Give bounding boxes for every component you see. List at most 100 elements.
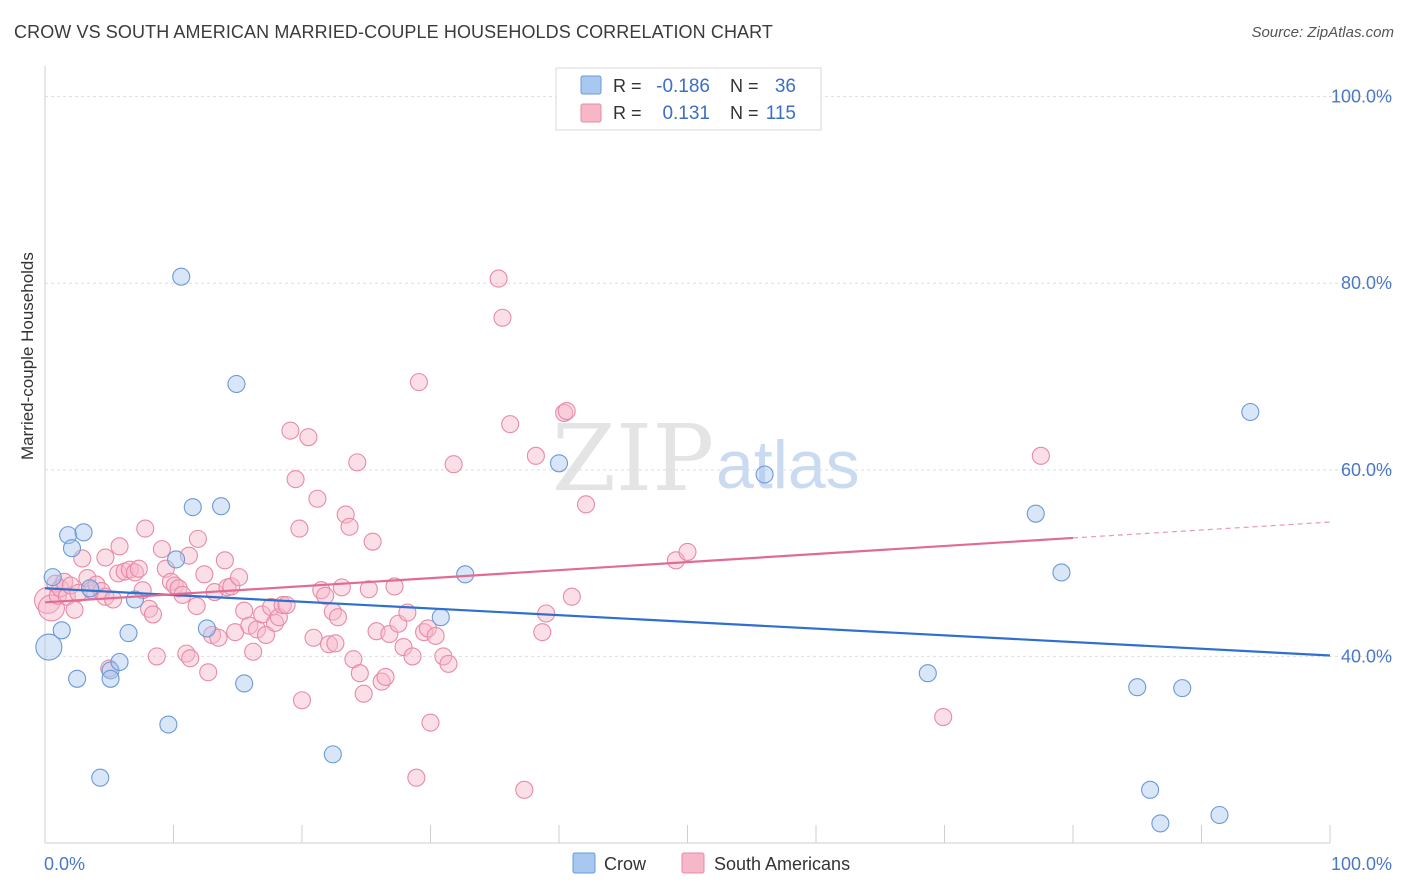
source-label: Source: ZipAtlas.com	[1251, 24, 1394, 41]
south-americans-point	[143, 605, 162, 624]
south-americans-point	[65, 600, 84, 619]
south-americans-point	[229, 568, 249, 587]
south-americans-point	[376, 667, 395, 686]
south-americans-point	[181, 649, 200, 668]
crow-point	[119, 624, 138, 643]
south-americans-point	[363, 532, 382, 551]
south-americans-trend-line	[44, 536, 1074, 604]
south-americans-point	[316, 586, 335, 605]
legend-crow-r-label: R =	[613, 76, 642, 96]
south-americans-point	[557, 402, 576, 421]
south-americans-point	[409, 373, 428, 392]
south-americans-point	[340, 517, 359, 536]
south-americans-points	[34, 269, 1050, 799]
y-tick-label-100: 100.0%	[1331, 87, 1392, 107]
south-americans-point	[277, 596, 296, 615]
crow-point	[125, 590, 144, 609]
legend-crow-n-label: N =	[730, 76, 759, 96]
crow-point	[456, 565, 475, 584]
crow-point	[323, 745, 342, 764]
legend-sa-r-value: 0.131	[662, 103, 710, 124]
grid-lines	[45, 96, 1392, 657]
y-tick-label-40: 40.0%	[1341, 646, 1392, 666]
legend-sa-label: South Americans	[714, 854, 850, 874]
crow-point	[755, 465, 774, 484]
crow-point	[167, 550, 186, 569]
south-americans-point	[129, 559, 148, 578]
crow-points	[35, 267, 1260, 833]
south-americans-point	[348, 453, 367, 472]
south-americans-point	[332, 578, 351, 597]
south-americans-point	[526, 446, 545, 465]
south-americans-point	[407, 768, 426, 787]
south-americans-point	[110, 537, 129, 556]
crow-point	[91, 768, 110, 787]
crow-point	[172, 267, 191, 286]
south-americans-point	[354, 684, 373, 703]
legend-crow-r-value: -0.186	[656, 76, 710, 97]
south-americans-point	[515, 780, 534, 799]
crow-point	[227, 374, 246, 394]
south-americans-point	[678, 542, 697, 561]
south-americans-point	[244, 642, 263, 661]
crow-point	[80, 579, 100, 598]
south-americans-point	[215, 551, 234, 570]
y-tick-label-60: 60.0%	[1341, 460, 1392, 480]
south-americans-point	[286, 470, 305, 489]
crow-point	[110, 652, 129, 672]
south-americans-point	[493, 308, 512, 327]
zipatlas-watermark: ZIP atlas	[552, 405, 860, 512]
south-americans-point	[326, 634, 345, 653]
south-americans-point	[152, 540, 171, 559]
legend-sa-swatch	[580, 103, 602, 123]
crow-point	[1210, 805, 1229, 825]
watermark-atlas: atlas	[716, 427, 860, 503]
x-tick-label-max: 100.0%	[1331, 854, 1392, 874]
south-americans-point	[281, 421, 300, 440]
crow-point	[1151, 814, 1170, 833]
south-americans-point	[444, 455, 463, 474]
south-americans-point	[501, 415, 520, 434]
chart-title: CROW VS SOUTH AMERICAN MARRIED-COUPLE HO…	[14, 22, 774, 42]
legend-crow-label: Crow	[604, 854, 647, 874]
south-americans-point	[359, 580, 378, 599]
crow-point	[101, 669, 120, 688]
south-americans-point	[336, 505, 355, 524]
tick-labels: 40.0% 60.0% 80.0% 100.0% 0.0% 100.0%	[44, 87, 1392, 874]
legend-sa-r-label: R =	[613, 103, 642, 123]
south-americans-point	[1031, 446, 1050, 465]
south-americans-trend-extension	[1072, 521, 1331, 539]
south-americans-point	[78, 568, 97, 588]
south-americans-point	[533, 623, 552, 642]
south-americans-point	[328, 608, 348, 627]
x-tick-label-min: 0.0%	[44, 854, 85, 874]
south-americans-point	[96, 548, 115, 567]
legend-crow-n-value: 36	[775, 76, 796, 97]
crow-trend-line	[44, 587, 1331, 657]
south-americans-point	[489, 269, 508, 288]
crow-point	[235, 674, 254, 693]
south-americans-point	[147, 647, 166, 666]
south-americans-point	[380, 624, 399, 644]
watermark-zip: ZIP	[552, 405, 714, 512]
south-americans-point	[136, 519, 155, 538]
south-americans-point	[299, 428, 318, 447]
south-americans-point	[199, 663, 218, 682]
crow-point	[62, 539, 82, 558]
y-tick-label-80: 80.0%	[1341, 273, 1392, 293]
correlation-legend: R = -0.186 N = 36 R = 0.131 N = 115	[555, 67, 822, 131]
crow-point	[43, 568, 62, 587]
south-americans-point	[439, 654, 458, 673]
crow-point	[74, 523, 93, 542]
crow-point	[1128, 678, 1147, 697]
south-americans-point	[576, 495, 596, 514]
south-americans-point	[292, 691, 312, 710]
south-americans-point	[290, 519, 309, 538]
crow-point	[431, 608, 450, 627]
crow-point	[1026, 504, 1045, 523]
south-americans-point	[319, 635, 339, 654]
crow-point	[918, 664, 937, 683]
south-americans-point	[304, 628, 323, 647]
legend-sa-n-value: 115	[766, 103, 796, 124]
